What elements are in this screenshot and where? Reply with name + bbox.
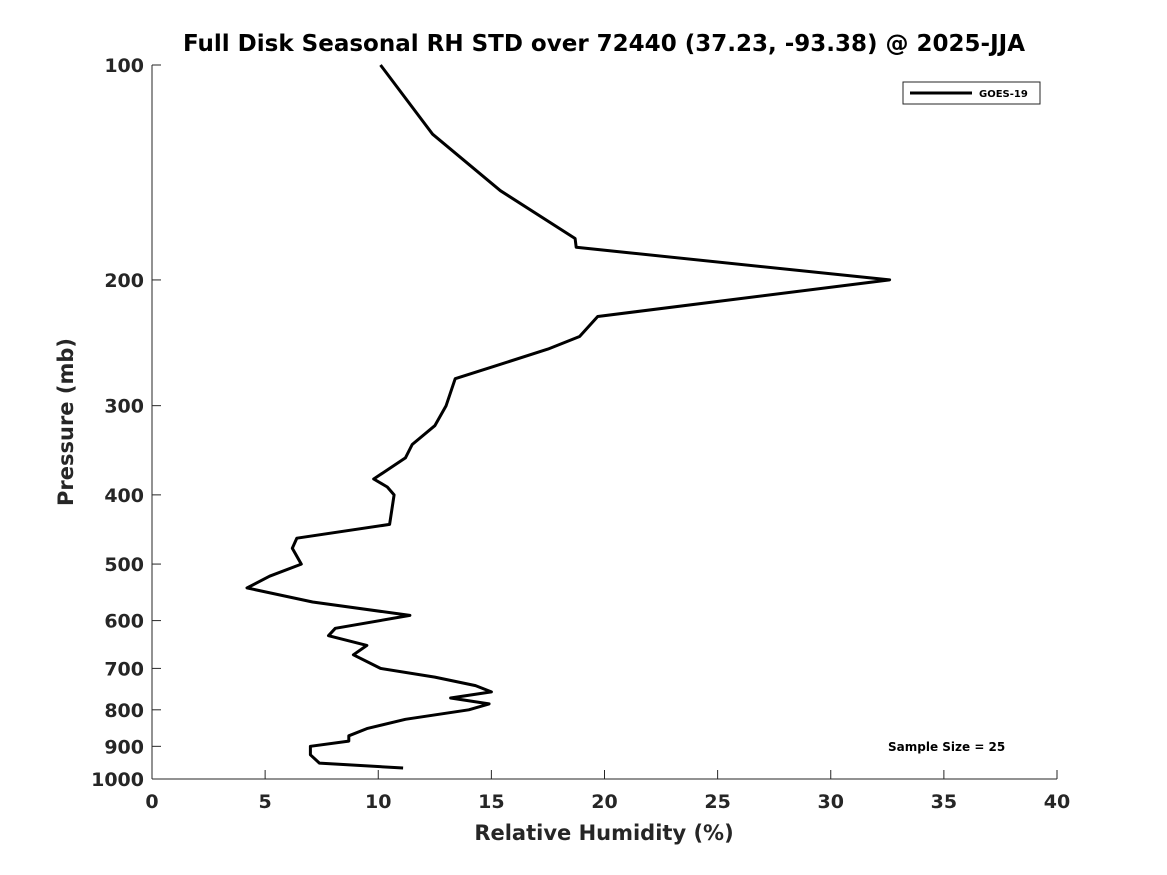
y-tick-label: 900 [104,736,144,758]
legend-entry-goes-19: GOES-19 [979,89,1028,100]
x-tick-label: 40 [1044,791,1070,813]
y-tick-label: 1000 [91,769,144,791]
x-tick-label: 25 [704,791,730,813]
y-tick-label: 500 [104,554,144,576]
x-tick-label: 5 [259,791,272,813]
x-tick-label: 15 [478,791,504,813]
x-tick-label: 0 [145,791,158,813]
y-tick-label: 100 [104,55,144,77]
y-tick-label: 800 [104,700,144,722]
legend: GOES-19 [902,81,1041,105]
x-axis-label: Relative Humidity (%) [474,821,733,845]
x-axis-ticks: 0 5 10 15 20 25 30 35 40 [145,770,1070,813]
series-line-goes-19 [245,64,892,770]
x-tick-label: 30 [818,791,844,813]
y-tick-label: 200 [104,270,144,292]
y-tick-label: 400 [104,485,144,507]
y-tick-label: 700 [104,658,144,680]
x-tick-label: 10 [365,791,391,813]
y-axis-ticks: 100 200 300 400 500 600 700 800 900 1000 [91,55,161,791]
plot-area [245,64,892,770]
y-axis-label: Pressure (mb) [54,338,78,506]
chart-title: Full Disk Seasonal RH STD over 72440 (37… [183,31,1025,57]
y-tick-label: 300 [104,396,144,418]
sample-size-annotation: Sample Size = 25 [888,740,1005,754]
y-tick-label: 600 [104,611,144,633]
x-tick-label: 20 [591,791,617,813]
x-tick-label: 35 [931,791,957,813]
